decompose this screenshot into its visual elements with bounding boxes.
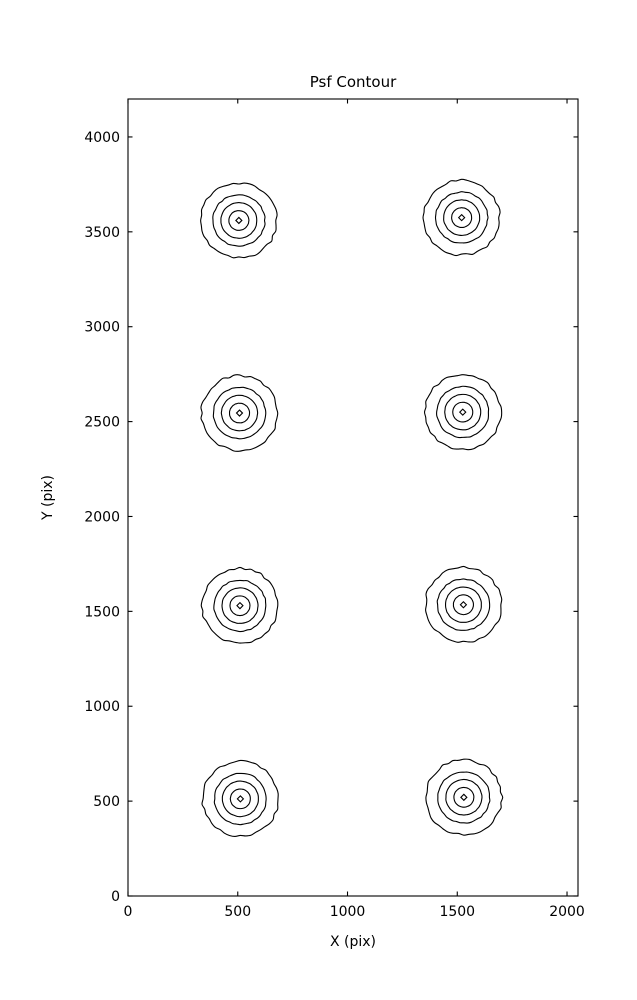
contour-level — [425, 565, 503, 643]
y-tick-label: 3000 — [84, 320, 120, 336]
psf-contour-group — [200, 566, 279, 644]
contour-level — [228, 402, 251, 424]
contour-level — [436, 385, 490, 439]
y-tick-label: 1500 — [84, 604, 120, 620]
y-tick-label: 500 — [93, 794, 120, 810]
x-tick-label: 500 — [224, 904, 251, 920]
contour-level — [236, 795, 245, 803]
contour-level — [221, 780, 259, 818]
contour-level — [434, 191, 489, 244]
contour-level — [201, 759, 279, 838]
contour-level — [425, 758, 504, 836]
contour-level — [458, 408, 467, 416]
contour-level — [453, 786, 475, 808]
contour-level — [422, 178, 501, 257]
contour-level — [444, 586, 482, 623]
contour-level — [443, 199, 481, 237]
y-tick-label: 1000 — [84, 699, 120, 715]
contour-level — [200, 182, 278, 259]
plot-title: Psf Contour — [310, 73, 397, 91]
psf-contour-group — [422, 178, 501, 257]
contour-level — [229, 788, 251, 810]
contour-level — [437, 771, 491, 824]
contour-level — [212, 386, 267, 440]
contour-level — [220, 394, 259, 432]
y-tick-label: 2000 — [84, 509, 120, 525]
contour-level — [444, 393, 482, 431]
axes-frame — [127, 98, 579, 897]
contour-level — [236, 601, 244, 610]
psf-contour-group — [425, 565, 503, 643]
contour-level — [452, 594, 474, 616]
contour-level — [423, 374, 503, 451]
psf-contour-group — [423, 374, 503, 451]
psf-contour-group — [201, 759, 279, 838]
y-tick-label: 2500 — [84, 415, 120, 431]
contour-level — [212, 194, 266, 247]
psf-contour-group — [425, 758, 504, 836]
contour-level — [451, 207, 473, 229]
contour-level — [220, 202, 258, 239]
contour-level — [213, 579, 267, 633]
contour-level — [436, 578, 491, 631]
y-tick-label: 0 — [111, 889, 120, 905]
contour-level — [460, 793, 468, 802]
contour-level — [445, 778, 483, 816]
psf-contour-group — [200, 374, 279, 452]
y-tick-label: 4000 — [84, 130, 120, 146]
psf-contour-group — [200, 182, 278, 259]
x-axis-label: X (pix) — [330, 934, 376, 950]
x-tick-label: 0 — [124, 904, 133, 920]
contour-level — [452, 401, 474, 423]
contour-level — [221, 587, 259, 624]
contour-level — [459, 600, 468, 609]
contour-level — [228, 210, 250, 231]
contour-level — [235, 409, 244, 417]
x-tick-label: 1000 — [330, 904, 366, 920]
contour-level — [457, 213, 466, 222]
contour-level — [200, 566, 279, 644]
contour-level — [235, 216, 243, 225]
contour-level — [200, 374, 279, 452]
y-tick-label: 3500 — [84, 225, 120, 241]
y-axis-label: Y (pix) — [40, 475, 56, 521]
x-tick-label: 2000 — [549, 904, 585, 920]
contour-level — [229, 595, 251, 617]
contour-level — [213, 772, 267, 826]
x-tick-label: 1500 — [439, 904, 475, 920]
